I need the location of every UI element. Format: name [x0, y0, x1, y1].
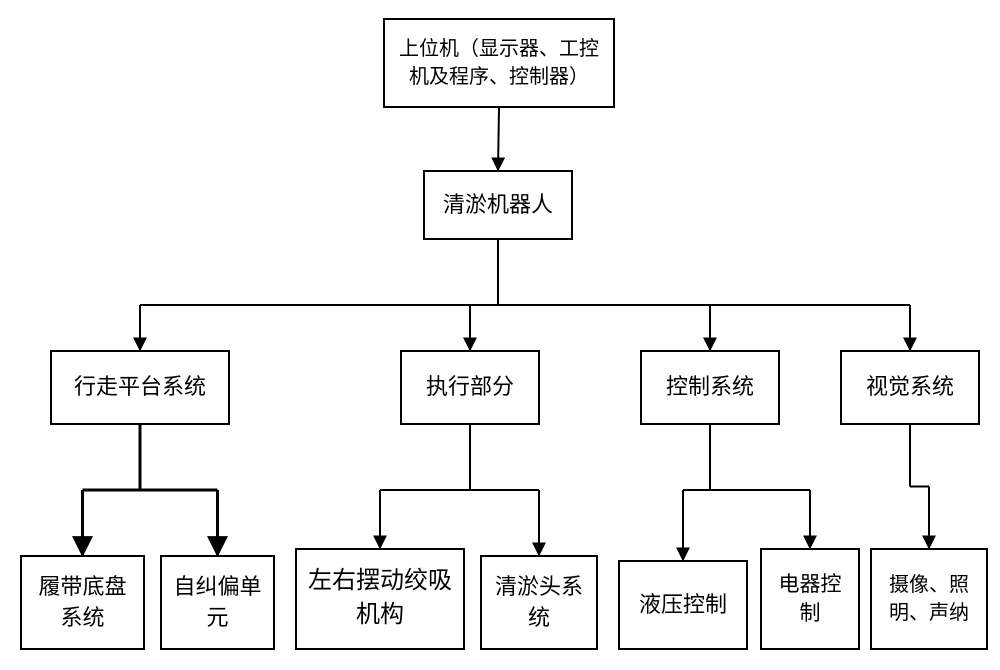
node-track: 履带底盘系统 — [20, 555, 145, 650]
node-walk: 行走平台系统 — [50, 350, 230, 425]
node-correct: 自纠偏单元 — [160, 555, 275, 650]
node-root: 上位机（显示器、工控机及程序、控制器） — [383, 18, 615, 108]
node-ctrl: 控制系统 — [640, 350, 780, 425]
node-elec: 电器控制 — [760, 548, 860, 650]
node-swing: 左右摆动绞吸机构 — [295, 548, 465, 650]
node-exec: 执行部分 — [400, 350, 540, 425]
node-cam: 摄像、照明、声纳 — [870, 548, 988, 650]
node-hyd: 液压控制 — [618, 560, 748, 650]
node-vision: 视觉系统 — [840, 350, 980, 425]
node-head: 清淤头系统 — [480, 555, 598, 650]
node-robot: 清淤机器人 — [423, 170, 573, 240]
